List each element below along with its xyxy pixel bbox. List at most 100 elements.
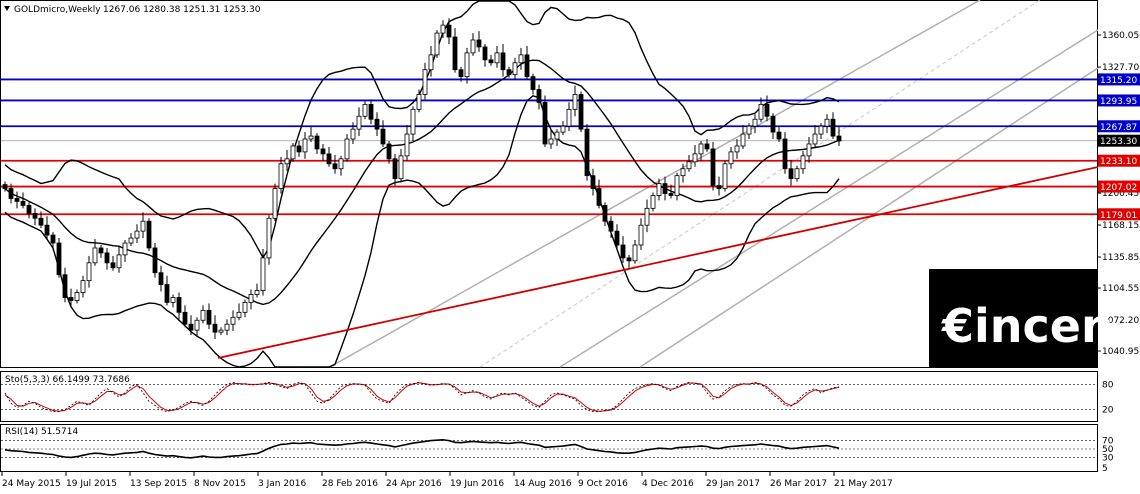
candle-body <box>302 138 308 153</box>
candle-body <box>338 158 344 170</box>
candle-body <box>344 138 350 160</box>
sto-pane-frame <box>0 371 1098 422</box>
level-label-text: 1293.95 <box>1100 97 1137 107</box>
brand-logo: €incen <box>929 269 1114 367</box>
level-label-box <box>1098 154 1140 167</box>
symbol-marker-icon <box>4 6 10 11</box>
sto-tick-label: 80 <box>1102 380 1114 390</box>
y-tick-label: 1040.95 <box>1102 347 1139 357</box>
level-label-box <box>1098 180 1140 193</box>
x-tick-label: 28 Feb 2016 <box>322 479 378 489</box>
x-tick-label: 24 Apr 2016 <box>386 479 442 489</box>
candle-body <box>380 128 386 145</box>
candle-body <box>512 62 518 76</box>
candle-body <box>266 217 272 259</box>
candle-body <box>320 148 326 155</box>
candle-body <box>86 262 92 282</box>
candle-body <box>506 69 512 76</box>
level-label-box <box>1098 73 1140 86</box>
level-label-box <box>1098 208 1140 221</box>
candle-body <box>578 94 584 130</box>
candle-body <box>326 153 332 165</box>
sto-label: Sto(5,3,3) 66.1499 73.7686 <box>5 375 130 385</box>
current-price-text: 1253.30 <box>1100 137 1137 147</box>
candle-body <box>278 163 284 189</box>
candle-body <box>8 188 14 199</box>
x-tick-label: 13 Sep 2015 <box>130 479 187 489</box>
y-tick-label: 1327.70 <box>1102 63 1139 73</box>
current-price-box <box>1098 134 1140 147</box>
candle-body <box>296 145 302 153</box>
level-label-text: 1267.87 <box>1100 123 1137 133</box>
candle-body <box>356 115 362 130</box>
candle-body <box>542 101 548 145</box>
candle-body <box>158 272 164 286</box>
candle-body <box>440 24 446 34</box>
candle-body <box>314 135 320 150</box>
candle-body <box>170 297 176 303</box>
candle-body <box>668 193 674 196</box>
candle-body <box>56 242 62 276</box>
candle-body <box>350 128 356 140</box>
rsi-tick-label: 50 <box>1102 445 1114 455</box>
candle-body <box>800 155 806 170</box>
candle-body <box>386 143 392 160</box>
price-axis: 1360.05 1327.70 1200.45 1168.15 1135.85 1104.… <box>1097 31 1139 357</box>
candle-body <box>332 163 338 170</box>
candle-body <box>674 175 680 196</box>
candle-body <box>26 204 32 214</box>
candles <box>2 18 842 340</box>
candle-body <box>20 201 26 206</box>
candle-body <box>584 128 590 177</box>
candle-body <box>80 280 86 293</box>
candle-body <box>446 24 452 38</box>
candle-body <box>722 163 728 189</box>
candle-body <box>110 262 116 269</box>
candle-body <box>14 198 20 202</box>
candle-body <box>824 118 830 127</box>
candle-body <box>818 125 824 135</box>
candle-body <box>50 234 56 244</box>
candle-body <box>272 188 278 219</box>
candle-body <box>98 247 104 254</box>
candle-body <box>566 108 572 127</box>
candle-body <box>68 297 74 301</box>
candle-body <box>518 54 524 64</box>
candle-body <box>374 118 380 130</box>
x-tick-label: 19 Jun 2016 <box>450 479 504 489</box>
candle-body <box>62 274 68 298</box>
x-tick-label: 21 May 2017 <box>834 479 893 489</box>
bollinger-upper <box>4 0 840 259</box>
candle-body <box>602 204 608 222</box>
candle-body <box>812 133 818 145</box>
level-label-text: 1207.02 <box>1100 183 1137 193</box>
candle-body <box>704 143 710 150</box>
sto-main-line <box>4 381 840 413</box>
rsi-line <box>4 438 840 459</box>
level-labels: 1315.20 1293.95 1267.87 1233.10 1207.02 1179.… <box>1098 73 1140 221</box>
candle-body <box>428 54 434 71</box>
candle-body <box>92 247 98 264</box>
candle-body <box>752 118 758 127</box>
candle-body <box>632 244 638 262</box>
candle-body <box>200 309 206 321</box>
candle-body <box>608 220 614 232</box>
candle-body <box>794 168 800 180</box>
candle-body <box>596 188 602 206</box>
candle-body <box>410 108 416 135</box>
candle-body <box>236 311 242 318</box>
x-tick-label: 29 Jan 2017 <box>706 479 760 489</box>
candle-body <box>188 323 194 331</box>
candle-body <box>470 39 476 54</box>
x-tick-label: 3 Jan 2016 <box>258 479 306 489</box>
candle-body <box>764 103 770 117</box>
channel-lower-line <box>559 29 1099 368</box>
time-axis: 24 May 2015 19 Jul 2015 13 Sep 2015 8 Nov 2… <box>1 472 893 489</box>
x-tick-label: 14 Aug 2016 <box>514 479 572 489</box>
candle-body <box>248 294 254 303</box>
candle-body <box>614 230 620 246</box>
candle-body <box>416 94 422 110</box>
candle-body <box>656 183 662 196</box>
y-tick-label: 1072.20 <box>1102 316 1139 326</box>
